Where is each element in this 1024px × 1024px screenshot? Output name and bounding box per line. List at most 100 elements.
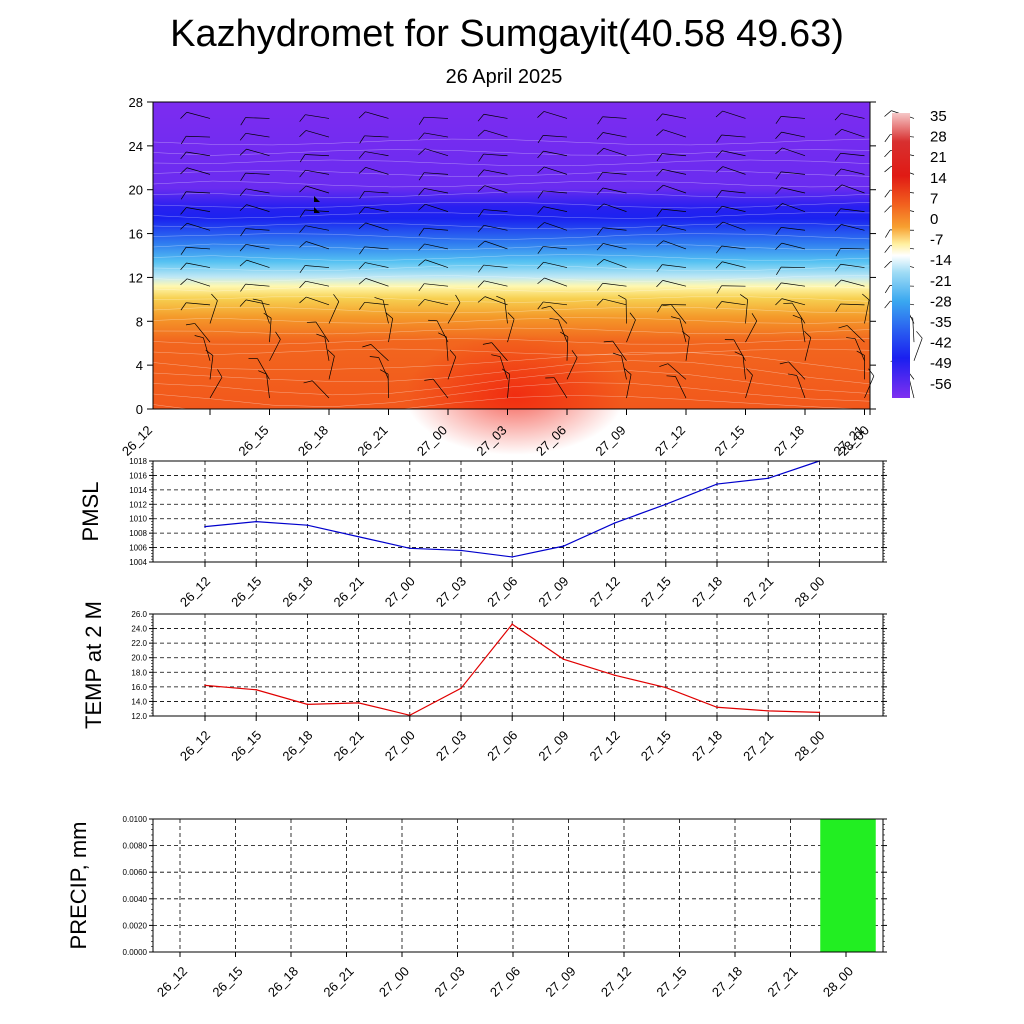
y-tick-label: 16.0: [131, 683, 147, 692]
wind-barb-feather: [612, 352, 622, 357]
wind-barb-feather: [239, 148, 247, 156]
isotherm-line: [152, 180, 871, 188]
wind-barb: [194, 323, 211, 343]
wind-barb: [447, 356, 457, 380]
wind-barb-feather: [835, 248, 841, 257]
wind-barb: [365, 167, 389, 175]
wind-barb: [846, 325, 865, 343]
wind-barb: [781, 282, 806, 287]
wind-barb: [663, 184, 687, 194]
wind-barb-feather: [263, 312, 272, 319]
wind-barb-feather: [775, 227, 782, 235]
wind-barb-feather: [884, 261, 892, 268]
wind-barb-feather: [418, 116, 425, 125]
wind-barb-feather: [656, 224, 663, 232]
wind-barb-feather: [596, 283, 603, 291]
isotherm-line: [152, 222, 871, 230]
wind-barb: [841, 224, 865, 231]
y-tick-label: 22.0: [131, 639, 147, 648]
y-axis-label: TEMP at 2 M: [81, 601, 106, 729]
wind-barb-feather: [624, 368, 632, 375]
wind-barb: [721, 301, 746, 306]
wind-barb-feather: [418, 172, 425, 181]
wind-barb: [791, 302, 806, 324]
x-tick-label: 26_15: [228, 728, 264, 764]
wind-barb-feather: [239, 188, 247, 196]
y-tick-label: 26.0: [131, 610, 147, 619]
wind-barb-feather: [884, 134, 891, 143]
wind-barb-feather: [418, 259, 426, 266]
wind-barb-feather: [180, 302, 187, 311]
wind-barb: [484, 185, 508, 194]
wind-barb-feather: [715, 166, 724, 173]
wind-barb-feather: [327, 349, 335, 357]
wind-barb: [209, 377, 223, 399]
wind-barb-feather: [358, 262, 366, 270]
wind-barb-feather: [884, 165, 892, 173]
wind-barb-feather: [596, 259, 605, 266]
wind-barb-feather: [333, 294, 340, 302]
precip-panel: 0.0000 0.0020 0.0040 0.0060 0.0080 0.0100 26_1…: [66, 815, 887, 1000]
chart-subtitle: 26 April 2025: [446, 66, 563, 88]
wind-barb: [266, 374, 270, 399]
wind-barb-feather: [537, 135, 544, 144]
x-tick-label: 26_15: [228, 574, 264, 610]
wind-barb-feather: [775, 147, 783, 155]
wind-barb-feather: [418, 299, 425, 307]
data-point: [460, 549, 462, 552]
x-tick-label: 26_15: [209, 964, 245, 1000]
wind-barb: [424, 132, 449, 138]
wind-barb-feather: [482, 342, 492, 345]
wind-barb: [186, 207, 211, 212]
isotherm-line: [152, 285, 871, 293]
wind-barb: [245, 117, 270, 119]
wind-barb-feather: [478, 153, 484, 162]
x-tick-label: 27_09: [535, 728, 571, 764]
isotherm-line: [152, 138, 871, 146]
x-tick-label: 26_21: [320, 964, 356, 1000]
wind-barb-feather: [477, 129, 485, 137]
wind-barb-feather: [549, 317, 559, 321]
data-point: [255, 688, 257, 691]
isotherm-line: [152, 149, 871, 156]
y-tick-label: 0.0080: [123, 842, 148, 851]
wind-barb-feather: [252, 298, 262, 302]
wind-barb-feather: [792, 314, 802, 319]
wind-barb-feather: [299, 225, 306, 233]
precip-bar: [820, 819, 876, 952]
wind-barb-feather: [775, 187, 782, 195]
wind-barb: [186, 135, 211, 138]
wind-barb: [305, 154, 330, 157]
wind-barb: [484, 296, 508, 306]
x-tick-label: 26_21: [354, 423, 390, 459]
wind-barb: [245, 283, 270, 287]
data-point: [716, 706, 718, 709]
wind-barb: [543, 135, 568, 138]
wind-barb: [804, 337, 812, 361]
wind-barb-feather: [746, 368, 753, 376]
wind-barb: [544, 166, 568, 175]
wind-barb-feather: [418, 283, 425, 292]
data-point: [511, 556, 513, 558]
colorbar-label: 28: [930, 129, 947, 146]
wind-barb: [425, 259, 449, 268]
x-tick-label: 27_21: [764, 964, 800, 1000]
wind-barb: [306, 241, 330, 250]
wind-barb: [261, 300, 270, 324]
wind-barb: [662, 280, 687, 287]
wind-barb: [602, 116, 627, 119]
wind-barb-feather: [418, 132, 425, 141]
wind-barb: [621, 355, 627, 380]
wind-barb: [840, 152, 865, 157]
wind-barb-feather: [240, 172, 246, 181]
x-tick-label: 27_09: [542, 964, 578, 1000]
y-tick-label: 24.0: [131, 625, 147, 634]
wind-barb-feather: [239, 259, 247, 267]
wind-barb: [662, 224, 687, 231]
wind-barb-feather: [716, 190, 722, 198]
x-tick-label: 27_21: [740, 574, 776, 610]
wind-barb: [840, 303, 865, 306]
wind-barb-feather: [359, 246, 365, 255]
wind-barb-feather: [299, 209, 306, 218]
wind-barb: [364, 190, 389, 194]
